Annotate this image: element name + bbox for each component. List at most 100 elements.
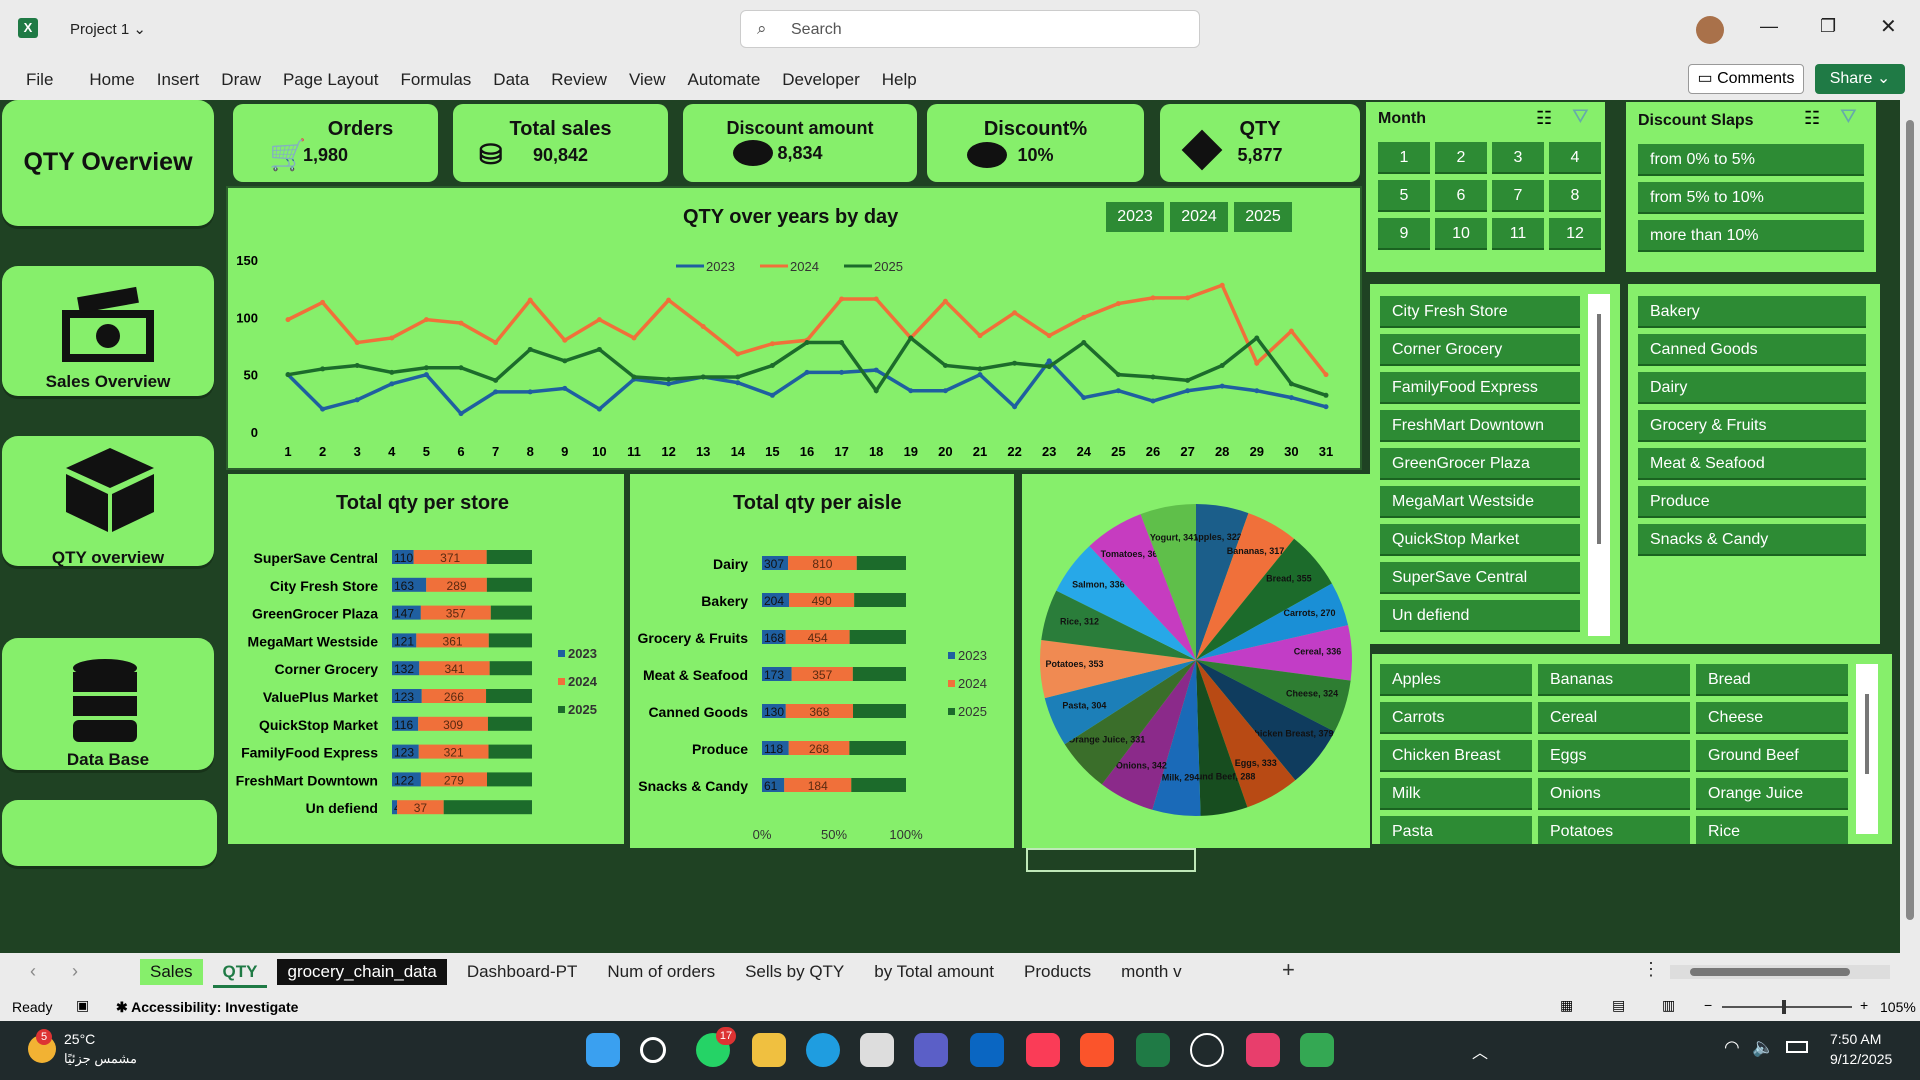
clock-date[interactable]: 9/12/2025 <box>1830 1051 1893 1067</box>
product-button-1[interactable]: Bananas <box>1538 664 1690 696</box>
product-button-6[interactable]: Chicken Breast <box>1380 740 1532 772</box>
product-button-4[interactable]: Cereal <box>1538 702 1690 734</box>
store-icon[interactable] <box>860 1033 894 1067</box>
teams-icon[interactable] <box>914 1033 948 1067</box>
discount-button-2[interactable]: more than 10% <box>1638 220 1864 252</box>
chatgpt-icon[interactable] <box>1190 1033 1224 1067</box>
product-button-8[interactable]: Ground Beef <box>1696 740 1848 772</box>
drive-icon[interactable] <box>1300 1033 1334 1067</box>
store-button-4[interactable]: GreenGrocer Plaza <box>1380 448 1580 480</box>
selected-cell[interactable] <box>1026 848 1196 872</box>
system-tray-chevron-icon[interactable]: ︿ <box>1472 1045 1489 1062</box>
product-button-7[interactable]: Eggs <box>1538 740 1690 772</box>
wifi-icon[interactable]: ◠ <box>1724 1037 1740 1057</box>
prev-sheet-icon[interactable]: ‹ <box>30 961 36 981</box>
month-button-4[interactable]: 4 <box>1549 142 1601 174</box>
zoom-in-icon[interactable]: + <box>1860 997 1869 1013</box>
menu-help[interactable]: Help <box>881 70 917 89</box>
product-button-14[interactable]: Rice <box>1696 816 1848 844</box>
multi-select-icon[interactable]: ☷ <box>1804 108 1821 128</box>
store-button-3[interactable]: FreshMart Downtown <box>1380 410 1580 442</box>
excel-icon[interactable] <box>1136 1033 1170 1067</box>
sheet-tab-4[interactable]: Num of orders <box>607 962 716 981</box>
nav-sales-overview-button[interactable]: Sales Overview <box>2 266 214 396</box>
zoom-level[interactable]: 105% <box>1880 999 1916 1015</box>
battery-icon[interactable] <box>1786 1041 1808 1053</box>
sheet-tab-7[interactable]: Products <box>1024 962 1092 981</box>
file-explorer-icon[interactable] <box>752 1033 786 1067</box>
product-button-3[interactable]: Carrots <box>1380 702 1532 734</box>
sheet-tab-5[interactable]: Sells by QTY <box>745 962 845 981</box>
product-button-0[interactable]: Apples <box>1380 664 1532 696</box>
menu-home[interactable]: Home <box>89 70 135 89</box>
store-button-8[interactable]: Un defiend <box>1380 600 1580 632</box>
clock-time[interactable]: 7:50 AM <box>1830 1031 1882 1047</box>
sheet-tab-3[interactable]: Dashboard-PT <box>466 962 578 981</box>
year-button-2025[interactable]: 2025 <box>1234 202 1292 232</box>
aisle-button-2[interactable]: Dairy <box>1638 372 1866 404</box>
document-title[interactable]: Project 1 ⌄ <box>70 21 146 38</box>
menu-draw[interactable]: Draw <box>221 70 261 89</box>
menu-formulas[interactable]: Formulas <box>400 70 472 89</box>
brave-icon[interactable] <box>1080 1033 1114 1067</box>
month-button-12[interactable]: 12 <box>1549 218 1601 250</box>
product-button-2[interactable]: Bread <box>1696 664 1848 696</box>
store-button-5[interactable]: MegaMart Westside <box>1380 486 1580 518</box>
close-icon[interactable]: ✕ <box>1880 16 1897 38</box>
year-button-2023[interactable]: 2023 <box>1106 202 1164 232</box>
more-options-icon[interactable]: ⋮ <box>1642 959 1660 979</box>
month-button-3[interactable]: 3 <box>1492 142 1544 174</box>
multi-select-icon[interactable]: ☷ <box>1536 108 1553 128</box>
store-button-2[interactable]: FamilyFood Express <box>1380 372 1580 404</box>
linkedin-icon[interactable] <box>970 1033 1004 1067</box>
month-button-6[interactable]: 6 <box>1435 180 1487 212</box>
menu-view[interactable]: View <box>628 70 666 89</box>
edge-icon[interactable] <box>806 1033 840 1067</box>
vertical-scrollbar[interactable] <box>1900 100 1920 953</box>
store-button-7[interactable]: SuperSave Central <box>1380 562 1580 594</box>
search-box[interactable]: ⌕ Search <box>740 10 1200 48</box>
sheet-tab-0[interactable]: Sales <box>140 959 203 985</box>
month-button-11[interactable]: 11 <box>1492 218 1544 250</box>
month-button-8[interactable]: 8 <box>1549 180 1601 212</box>
sheet-tab-8[interactable]: month v <box>1121 962 1182 981</box>
nav-qty-overview-button[interactable]: QTY overview <box>2 436 214 567</box>
menu-page-layout[interactable]: Page Layout <box>282 70 379 89</box>
next-sheet-icon[interactable]: › <box>72 961 78 981</box>
menu-insert[interactable]: Insert <box>156 70 200 89</box>
store-button-1[interactable]: Corner Grocery <box>1380 334 1580 366</box>
product-button-10[interactable]: Onions <box>1538 778 1690 810</box>
year-button-2024[interactable]: 2024 <box>1170 202 1228 232</box>
product-slicer-scrollbar[interactable] <box>1856 664 1878 834</box>
normal-view-icon[interactable]: ▦ <box>1560 997 1574 1013</box>
product-button-5[interactable]: Cheese <box>1696 702 1848 734</box>
page-break-icon[interactable]: ▥ <box>1662 997 1676 1013</box>
month-button-2[interactable]: 2 <box>1435 142 1487 174</box>
discount-button-0[interactable]: from 0% to 5% <box>1638 144 1864 176</box>
snipping-tool-icon[interactable] <box>1246 1033 1280 1067</box>
menu-review[interactable]: Review <box>551 70 607 89</box>
menu-automate[interactable]: Automate <box>687 70 761 89</box>
month-button-7[interactable]: 7 <box>1492 180 1544 212</box>
sheet-tab-1[interactable]: QTY <box>212 959 268 988</box>
product-button-12[interactable]: Pasta <box>1380 816 1532 844</box>
menu-file[interactable]: File <box>26 70 54 89</box>
aisle-button-0[interactable]: Bakery <box>1638 296 1866 328</box>
product-button-13[interactable]: Potatoes <box>1538 816 1690 844</box>
minimize-icon[interactable]: — <box>1760 16 1778 36</box>
aisle-button-6[interactable]: Snacks & Candy <box>1638 524 1866 556</box>
restore-icon[interactable]: ❐ <box>1820 16 1837 36</box>
month-button-10[interactable]: 10 <box>1435 218 1487 250</box>
month-button-9[interactable]: 9 <box>1378 218 1430 250</box>
search-icon[interactable] <box>640 1037 666 1063</box>
add-sheet-icon[interactable]: + <box>1282 957 1295 982</box>
comments-button[interactable]: ▭ Comments <box>1688 64 1804 94</box>
discount-button-1[interactable]: from 5% to 10% <box>1638 182 1864 214</box>
start-icon[interactable] <box>586 1033 620 1067</box>
volume-icon[interactable]: 🔈 <box>1752 1037 1775 1057</box>
store-button-0[interactable]: City Fresh Store <box>1380 296 1580 328</box>
clear-filter-icon[interactable]: ⛛ <box>1572 106 1589 128</box>
month-button-5[interactable]: 5 <box>1378 180 1430 212</box>
product-button-9[interactable]: Milk <box>1380 778 1532 810</box>
store-button-6[interactable]: QuickStop Market <box>1380 524 1580 556</box>
